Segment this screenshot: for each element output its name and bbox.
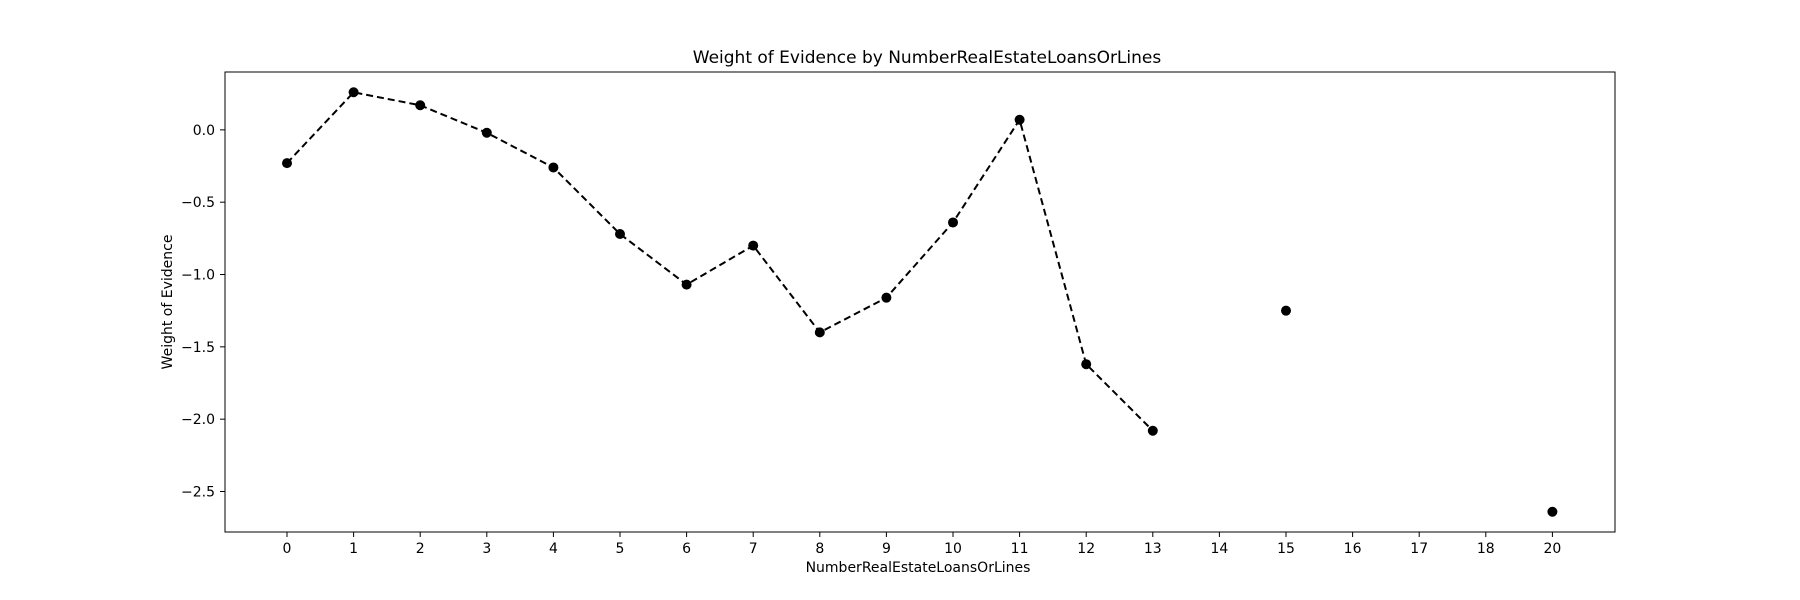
x-tick-label: 15 — [1277, 541, 1295, 557]
data-point — [1081, 359, 1092, 370]
data-point — [814, 327, 825, 338]
x-tick-label: 2 — [416, 541, 425, 557]
x-tick-label: 1 — [349, 541, 358, 557]
y-tick-label: −0.5 — [181, 195, 215, 211]
y-axis: 0.0 −0.5 −1.0 −1.5 −2.0 −2.5 — [181, 123, 225, 500]
x-tick-label: 11 — [1011, 541, 1029, 557]
x-axis-label: NumberRealEstateLoansOrLines — [806, 560, 1031, 576]
x-tick-label: 3 — [482, 541, 491, 557]
x-tick-label: 10 — [944, 541, 962, 557]
data-point — [548, 162, 559, 173]
chart-title: Weight of Evidence by NumberRealEstateLo… — [693, 48, 1162, 68]
x-tick-label: 0 — [283, 541, 292, 557]
y-tick-label: −2.0 — [181, 412, 215, 428]
x-tick-label: 13 — [1144, 541, 1162, 557]
y-tick-label: −1.5 — [181, 340, 215, 356]
series-line-segment — [286, 91, 1154, 432]
y-tick-label: 0.0 — [193, 123, 215, 139]
data-point — [881, 292, 892, 303]
plot-area — [224, 71, 1616, 533]
x-tick-label: 14 — [1210, 541, 1228, 557]
data-point — [615, 229, 625, 240]
x-tick-label: 4 — [549, 541, 558, 557]
x-tick-label: 17 — [1410, 541, 1428, 557]
x-tick-label: 16 — [1344, 541, 1362, 557]
plot-frame — [224, 71, 1616, 533]
data-point — [1147, 425, 1158, 436]
x-tick-label: 9 — [882, 541, 891, 557]
y-tick-label: −2.5 — [181, 484, 215, 500]
data-point — [282, 158, 292, 169]
data-point — [681, 279, 692, 290]
data-point — [1281, 305, 1291, 316]
x-tick-label: 6 — [682, 541, 691, 557]
data-point — [348, 87, 359, 98]
y-tick-label: −1.0 — [181, 268, 215, 284]
x-tick-label: 20 — [1543, 541, 1561, 557]
x-tick-label: 18 — [1477, 541, 1495, 557]
data-point — [481, 127, 492, 138]
x-tick-label: 7 — [749, 541, 758, 557]
y-axis-label: Weight of Evidence — [160, 235, 176, 370]
x-tick-label: 8 — [815, 541, 824, 557]
data-point — [1014, 114, 1025, 125]
x-tick-label: 12 — [1077, 541, 1095, 557]
x-tick-label: 5 — [616, 541, 625, 557]
x-axis: 0 1 2 3 4 5 6 7 8 9 10 11 12 13 14 15 16 17 18 20 — [283, 532, 1561, 557]
series-line — [286, 91, 1154, 432]
data-point — [748, 240, 759, 251]
data-point — [1547, 506, 1558, 517]
data-point — [415, 100, 426, 111]
data-point — [948, 217, 958, 228]
series-points — [282, 87, 1558, 517]
